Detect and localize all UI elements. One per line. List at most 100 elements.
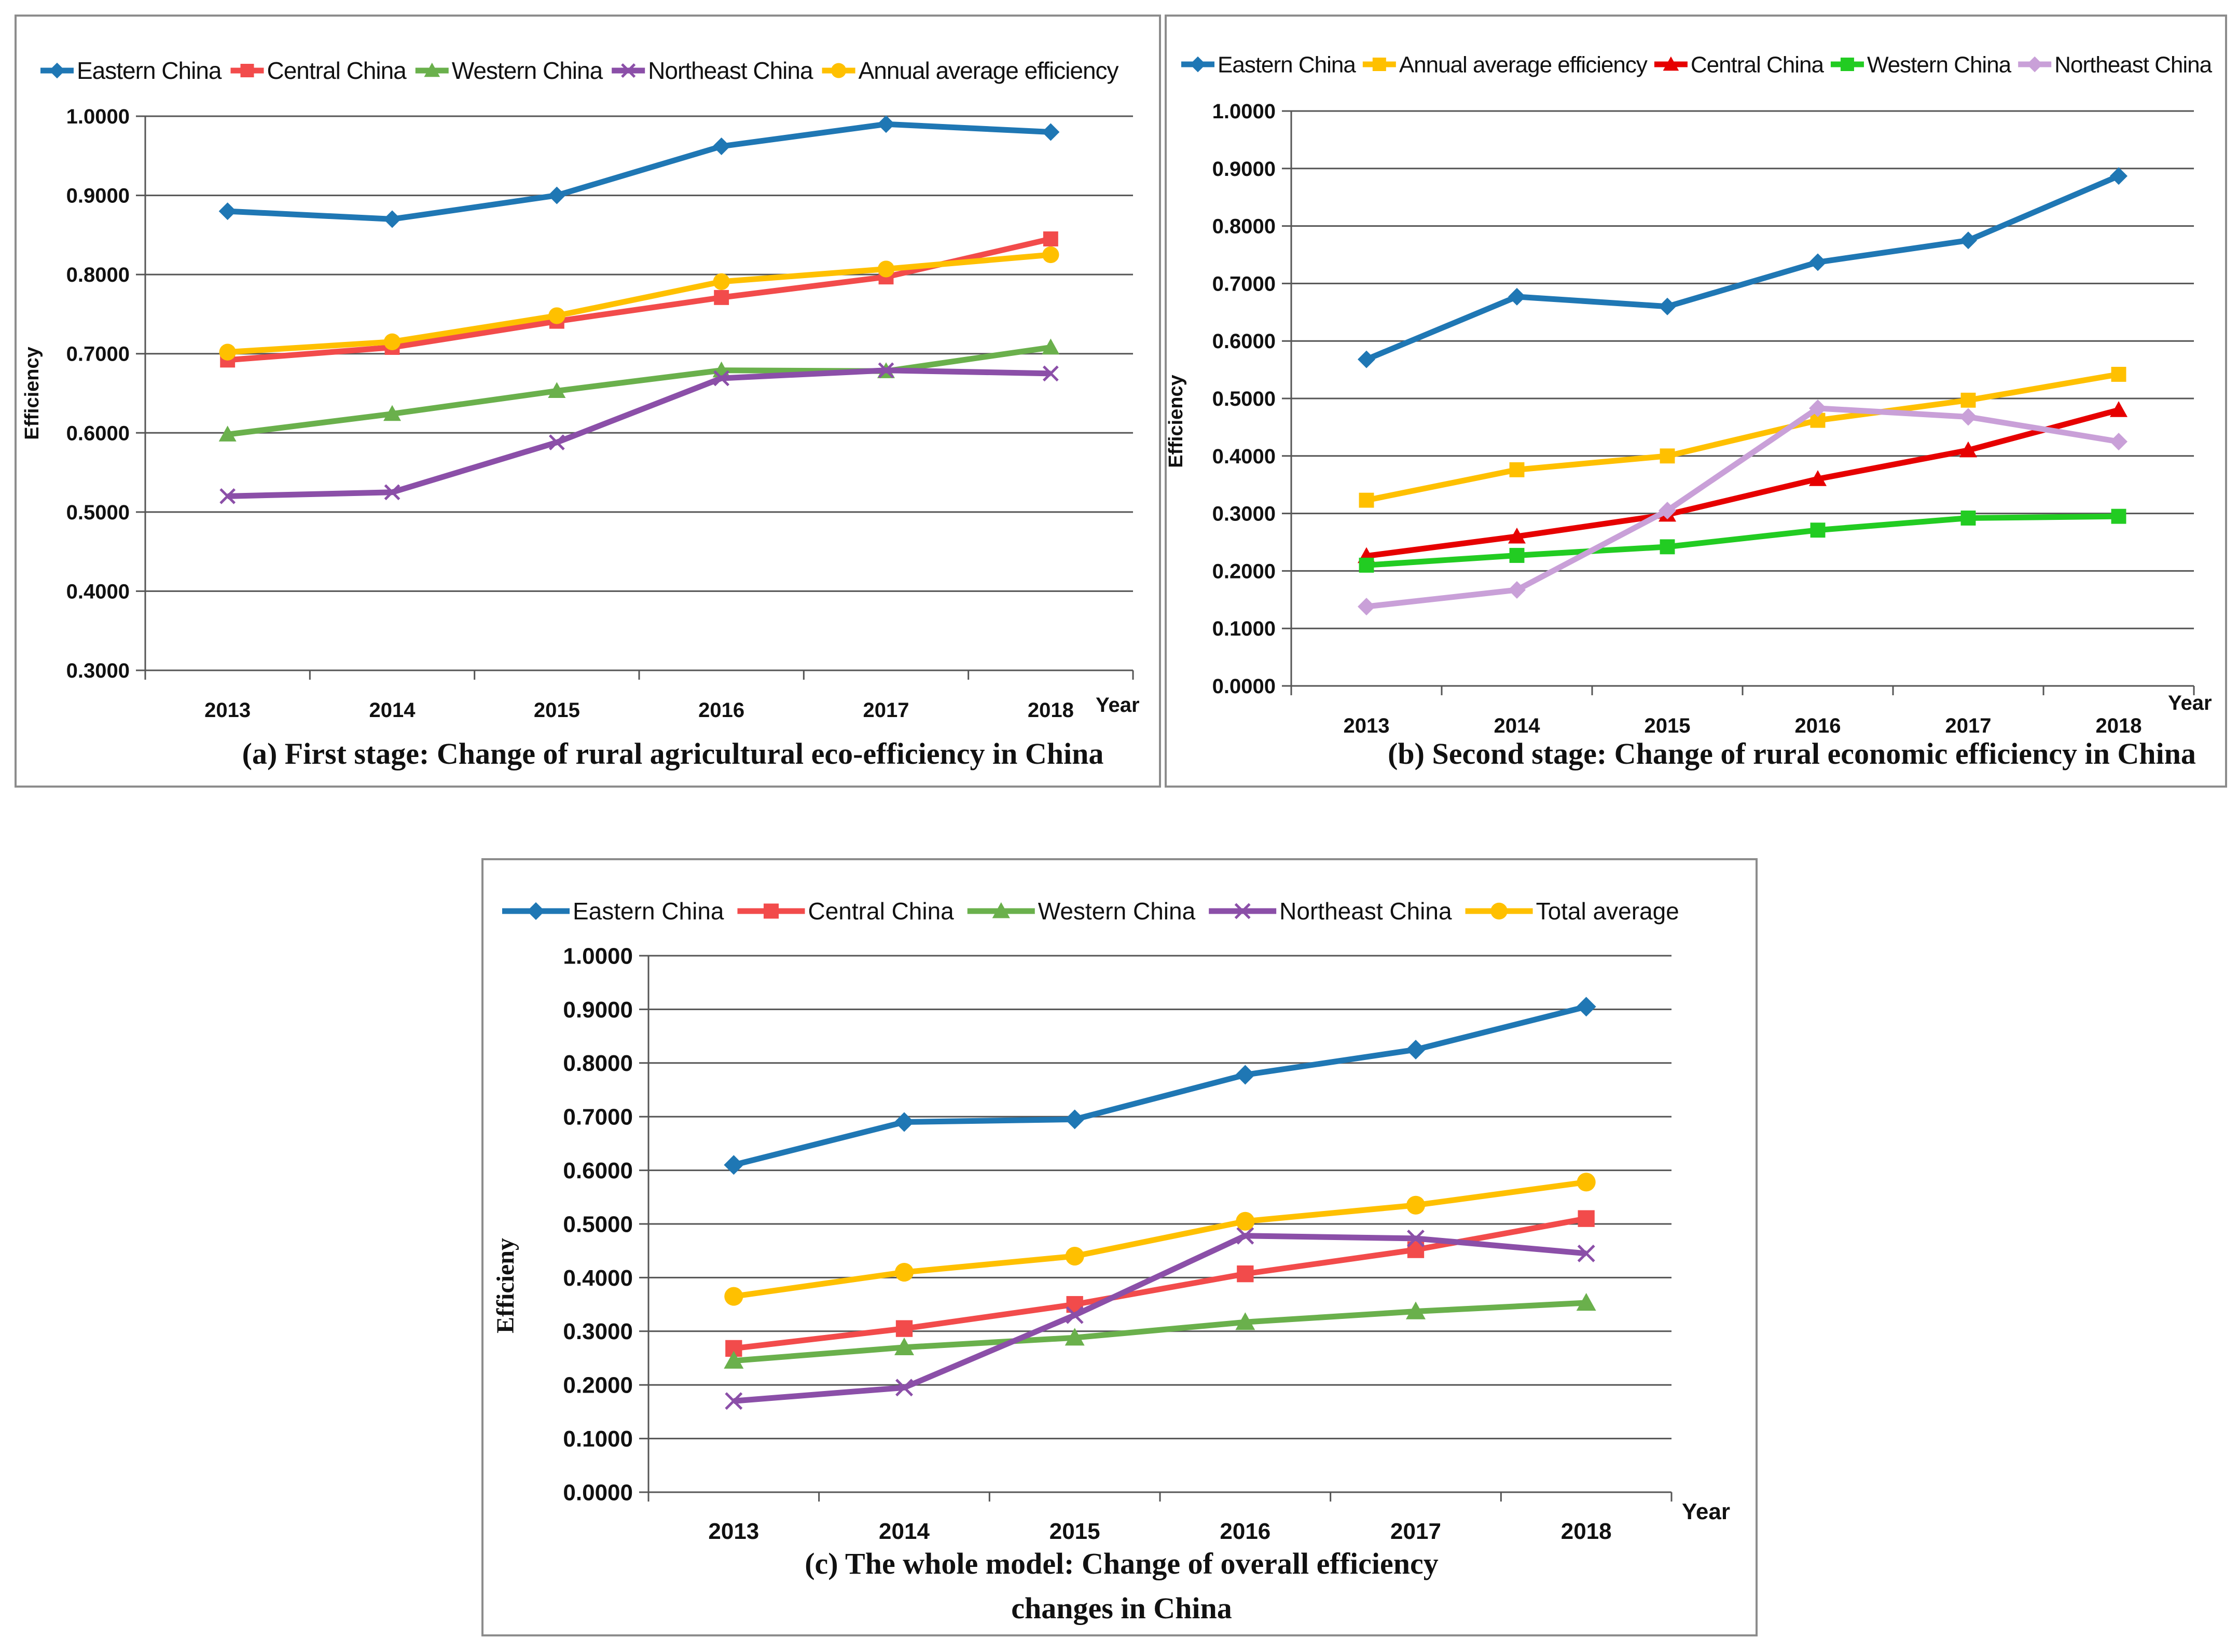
legend-item-annual-average-efficiency: Annual average efficiency xyxy=(1362,52,1648,77)
series-line-total-average xyxy=(733,1179,1587,1300)
series-eastern-china xyxy=(724,997,1596,1175)
legend-item-eastern-china: Eastern China xyxy=(40,57,223,84)
legend-label: Western China xyxy=(452,57,603,84)
data-point-northeast-china xyxy=(219,488,236,504)
data-point-central-china xyxy=(1959,441,1977,458)
data-point-eastern-china xyxy=(1508,287,1526,306)
data-point-western-china xyxy=(1042,338,1060,355)
series-total-average xyxy=(724,1173,1596,1306)
data-point-northeast-china xyxy=(1809,399,1827,417)
y-tick-label: 0.7000 xyxy=(563,1105,633,1130)
data-point-total-average xyxy=(1236,1212,1255,1231)
y-tick-label: 0.9000 xyxy=(563,997,633,1023)
legend-item-central-china: Central China xyxy=(737,898,954,925)
x-axis-title: Year xyxy=(2168,692,2212,714)
y-tick-label: 0.6000 xyxy=(1212,330,1276,353)
data-point-western-china xyxy=(724,1351,744,1369)
x-tick-label: 2013 xyxy=(708,1519,759,1544)
data-point-western-china xyxy=(1960,511,1976,526)
data-point-central-china xyxy=(1809,470,1827,486)
data-point-annual-average-efficiency xyxy=(383,333,401,350)
legend-marker xyxy=(621,63,636,78)
legend-label: Central China xyxy=(1691,52,1825,77)
legend-label: Western China xyxy=(1038,898,1196,925)
x-tick-label: 2016 xyxy=(1220,1519,1270,1544)
data-point-western-china xyxy=(894,1337,914,1356)
x-tick-label: 2015 xyxy=(534,699,580,722)
legend-marker xyxy=(1663,56,1679,71)
data-point-total-average xyxy=(894,1263,914,1282)
y-tick-label: 0.8000 xyxy=(1212,215,1276,238)
y-tick-label: 0.4000 xyxy=(563,1265,633,1291)
chart-panel-a: 0.3000 0.4000 0.5000 0.6000 0.7000 0.8000 0.90… xyxy=(15,15,1161,788)
data-point-eastern-china xyxy=(1576,997,1596,1017)
legend-label: Northeast China xyxy=(1279,898,1452,925)
legend-marker xyxy=(992,902,1010,918)
legend-label: Total average xyxy=(1536,898,1679,925)
y-tick-label: 0.6000 xyxy=(563,1158,633,1183)
series-line-central-china xyxy=(733,1216,1587,1352)
data-point-northeast-china xyxy=(878,362,894,379)
data-point-eastern-china xyxy=(1659,297,1676,315)
y-tick-label: 0.6000 xyxy=(66,422,130,445)
y-tick-label: 0.5000 xyxy=(1212,388,1276,410)
legend-item-central-china: Central China xyxy=(230,57,407,84)
y-tick-label: 0.5000 xyxy=(66,501,130,524)
series-annual-average-efficiency xyxy=(1359,367,2126,508)
x-tick-label: 2017 xyxy=(1390,1519,1441,1544)
data-point-annual-average-efficiency xyxy=(1359,492,1374,508)
data-point-northeast-china xyxy=(1508,581,1526,599)
data-point-eastern-china xyxy=(2110,167,2128,185)
data-point-annual-average-efficiency xyxy=(548,307,565,324)
series-line-northeast-china xyxy=(1366,405,2119,610)
data-point-annual-average-efficiency xyxy=(1660,448,1675,464)
legend-label: Annual average efficiency xyxy=(859,57,1119,84)
legend-marker xyxy=(49,62,65,79)
data-point-northeast-china xyxy=(1407,1229,1425,1247)
x-tick-label: 2016 xyxy=(698,699,744,722)
data-point-eastern-china xyxy=(1809,253,1827,271)
data-point-annual-average-efficiency xyxy=(877,260,895,278)
y-axis-title: Efficiency xyxy=(1167,375,1187,468)
data-point-western-china xyxy=(218,425,237,442)
data-point-eastern-china xyxy=(1959,231,1977,250)
x-tick-label: 2018 xyxy=(2096,714,2142,737)
y-tick-label: 0.2000 xyxy=(563,1373,633,1398)
data-point-northeast-china xyxy=(713,370,730,387)
series-line-annual-average-efficiency xyxy=(227,252,1051,355)
series-line-central-china xyxy=(1366,407,2120,559)
series-line-western-china xyxy=(1366,513,2119,568)
legend-marker xyxy=(2026,56,2043,73)
series-line-eastern-china xyxy=(227,121,1051,222)
y-tick-label: 1.0000 xyxy=(66,105,130,128)
data-point-northeast-china xyxy=(1577,1244,1595,1262)
legend-item-northeast-china: Northeast China xyxy=(612,57,814,84)
data-point-northeast-china xyxy=(1066,1306,1084,1324)
legend-marker xyxy=(1490,902,1508,920)
chart-b-svg: 0.0000 0.1000 0.2000 0.3000 0.4000 0.5000 0.60… xyxy=(1167,52,2213,770)
data-point-annual-average-efficiency xyxy=(2111,367,2126,382)
x-tick-label: 2014 xyxy=(369,699,416,722)
chart-a-svg: 0.3000 0.4000 0.5000 0.6000 0.7000 0.8000 0.90… xyxy=(21,57,1140,770)
data-point-western-china xyxy=(383,405,401,421)
data-point-total-average xyxy=(1577,1173,1596,1192)
series-western-china xyxy=(724,1292,1596,1369)
y-tick-label: 0.8000 xyxy=(563,1051,633,1076)
legend-label: Eastern China xyxy=(573,898,724,925)
series-line-northeast-china xyxy=(227,367,1051,499)
data-point-northeast-china xyxy=(2110,433,2128,451)
legend-label: Northeast China xyxy=(648,57,813,84)
data-point-eastern-china xyxy=(724,1155,744,1175)
y-tick-label: 0.3000 xyxy=(66,659,130,682)
legend-marker xyxy=(1234,903,1251,919)
x-tick-label: 2014 xyxy=(1494,714,1541,737)
x-tick-label: 2015 xyxy=(1645,714,1691,737)
legend-item-total-average: Total average xyxy=(1465,898,1679,925)
legend-marker xyxy=(1840,57,1854,72)
data-point-central-china xyxy=(895,1320,913,1337)
legend-label: Central China xyxy=(267,57,407,84)
data-point-northeast-china xyxy=(1042,365,1059,382)
series-line-western-china xyxy=(733,1300,1586,1364)
data-point-northeast-china xyxy=(384,484,400,501)
data-point-eastern-china xyxy=(1406,1039,1426,1059)
